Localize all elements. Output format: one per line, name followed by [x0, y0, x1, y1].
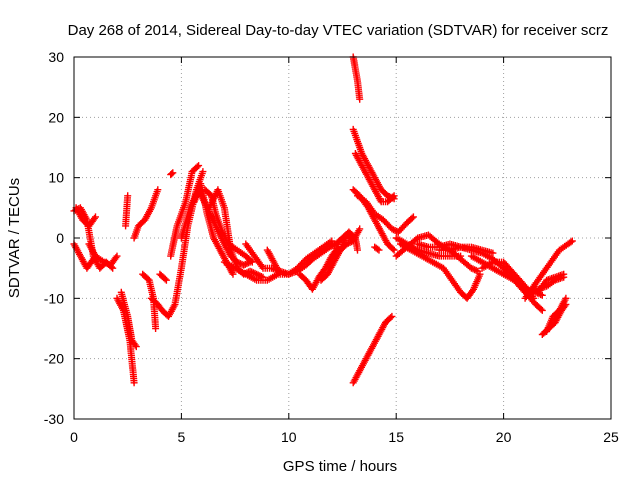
data-layer	[70, 53, 576, 387]
data-point	[100, 258, 108, 266]
data-point	[537, 305, 545, 313]
x-tick-label: 20	[496, 429, 512, 445]
data-point	[344, 239, 352, 247]
series-arc-13	[167, 162, 203, 260]
chart-title: Day 268 of 2014, Sidereal Day-to-day VTE…	[68, 22, 609, 39]
series-arc-7	[122, 192, 132, 230]
data-point	[253, 270, 261, 278]
data-point	[356, 95, 364, 103]
data-point	[389, 193, 397, 201]
data-point	[154, 186, 162, 194]
series-arc-4	[85, 240, 121, 269]
data-point	[562, 294, 570, 302]
data-point	[408, 214, 416, 222]
data-point	[241, 260, 249, 268]
data-point	[92, 213, 99, 221]
series-arc-34	[397, 240, 484, 302]
data-point	[390, 246, 398, 254]
y-tick-label: -30	[44, 411, 64, 427]
plot-frame	[73, 56, 612, 420]
x-tick-label: 25	[603, 429, 619, 445]
data-point	[90, 214, 98, 222]
data-point	[388, 225, 396, 233]
data-point	[256, 272, 264, 280]
data-point	[390, 192, 398, 200]
data-point	[131, 341, 139, 349]
series-arc-8	[130, 186, 162, 242]
y-tick-label: 10	[48, 170, 64, 186]
data-point	[390, 226, 397, 234]
data-point	[112, 254, 120, 262]
data-point	[161, 275, 169, 283]
x-tick-label: 0	[70, 429, 78, 445]
x-axis-label: GPS time / hours	[283, 458, 397, 475]
data-point	[328, 237, 336, 245]
data-point	[229, 270, 237, 278]
data-point	[472, 266, 480, 274]
series-arc-6	[117, 288, 140, 351]
series-arc-24	[336, 225, 364, 254]
data-point	[354, 246, 361, 254]
data-point	[169, 169, 177, 177]
series-arc-30	[354, 192, 417, 236]
x-tick-label: 5	[178, 429, 186, 445]
data-point	[132, 343, 140, 351]
series-arc-27	[349, 125, 398, 203]
data-point	[248, 258, 256, 266]
series-arc-26	[349, 312, 396, 387]
series-arc-20	[263, 237, 336, 278]
data-point	[389, 245, 397, 253]
data-point	[130, 379, 138, 387]
series-arc-11	[156, 270, 170, 284]
x-tick-label: 10	[281, 429, 297, 445]
data-point	[195, 162, 203, 170]
data-point	[530, 294, 538, 302]
y-tick-label: 20	[48, 109, 64, 125]
data-point	[409, 213, 417, 221]
data-point	[193, 163, 201, 171]
data-point	[538, 291, 546, 299]
data-point	[247, 257, 255, 265]
series-arc-2	[72, 204, 99, 230]
data-point	[567, 238, 575, 246]
data-point	[538, 306, 546, 314]
data-point	[387, 314, 395, 322]
data-point	[113, 252, 121, 260]
y-tick-label: 30	[48, 49, 64, 65]
series-arc-28	[351, 150, 398, 206]
data-point	[356, 225, 364, 233]
data-point	[199, 168, 207, 176]
y-tick-label: -10	[44, 290, 64, 306]
y-tick-label: 0	[56, 230, 64, 246]
tick-layer: 0 5 10 15 20 25 -30 -20 -10 0 10 20 30	[44, 49, 619, 445]
data-point	[560, 270, 568, 278]
series-arc-12	[167, 169, 177, 179]
data-point	[388, 312, 396, 320]
series-arc-38	[478, 258, 538, 302]
data-point	[568, 237, 576, 245]
y-axis-label: SDTVAR / TECUs	[6, 178, 23, 298]
data-point	[152, 325, 160, 332]
series-arc-31	[371, 243, 383, 254]
data-point	[476, 270, 484, 278]
data-point	[168, 170, 176, 178]
x-tick-label: 15	[388, 429, 404, 445]
data-point	[374, 245, 382, 253]
y-tick-label: -20	[44, 351, 64, 367]
data-point	[375, 246, 383, 254]
series-arc-41	[534, 270, 568, 296]
data-point	[162, 276, 170, 284]
series-arc-29	[349, 186, 398, 254]
series-arc-18	[220, 258, 282, 284]
data-point	[469, 265, 477, 273]
data-point	[489, 249, 497, 257]
data-point	[124, 192, 132, 200]
series-arc-43	[543, 294, 570, 335]
